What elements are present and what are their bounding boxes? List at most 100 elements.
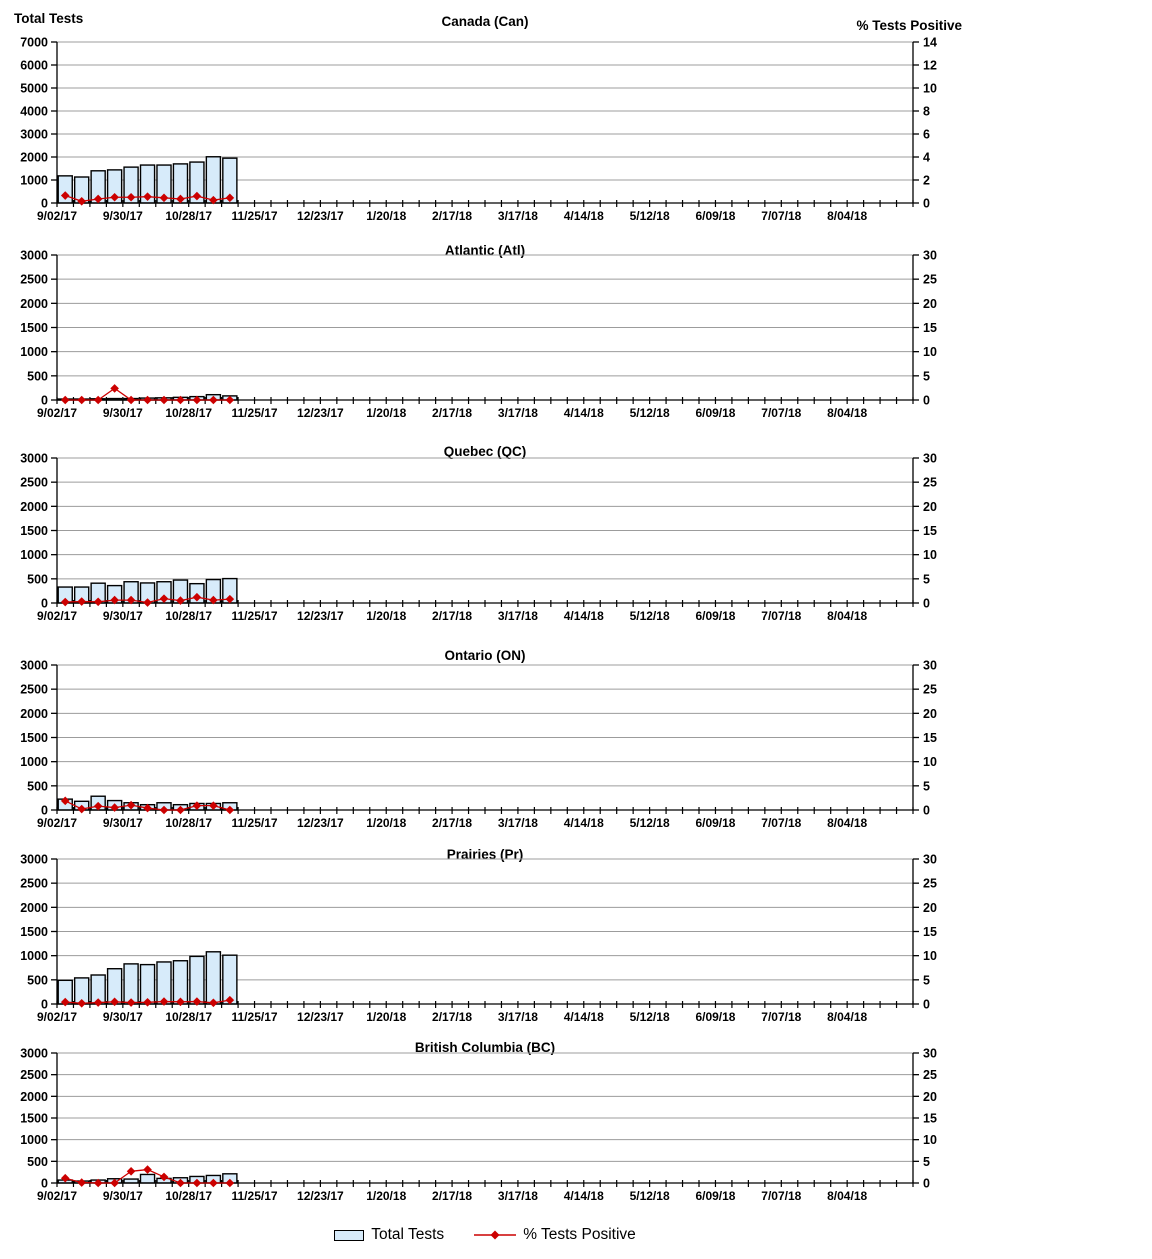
svg-text:5: 5 — [923, 369, 930, 383]
svg-text:3/17/18: 3/17/18 — [498, 1010, 538, 1024]
svg-text:25: 25 — [923, 877, 937, 891]
pct-positive-line — [60, 191, 235, 206]
svg-text:1000: 1000 — [20, 548, 48, 562]
svg-text:2500: 2500 — [20, 273, 48, 287]
svg-text:4/14/18: 4/14/18 — [564, 609, 604, 623]
svg-text:12/23/17: 12/23/17 — [297, 209, 344, 223]
svg-text:2000: 2000 — [20, 500, 48, 514]
svg-text:1500: 1500 — [20, 524, 48, 538]
svg-text:500: 500 — [27, 572, 48, 586]
chart-title-british-columbia: British Columbia (BC) — [414, 1040, 556, 1055]
left-axis-header: Total Tests — [14, 11, 84, 26]
svg-text:5/12/18: 5/12/18 — [630, 1010, 670, 1024]
svg-text:20: 20 — [923, 297, 937, 311]
svg-text:2/17/18: 2/17/18 — [432, 1010, 472, 1024]
svg-text:30: 30 — [923, 249, 937, 263]
svg-text:25: 25 — [923, 273, 937, 287]
svg-text:6000: 6000 — [20, 59, 48, 73]
svg-text:12: 12 — [923, 59, 937, 73]
gridlines — [57, 254, 913, 377]
svg-text:7/07/18: 7/07/18 — [761, 406, 801, 420]
svg-text:30: 30 — [923, 853, 937, 867]
svg-text:1/20/18: 1/20/18 — [366, 406, 406, 420]
svg-text:2500: 2500 — [20, 683, 48, 697]
axes: 0 500 1000 1500 2000 2500 3000 0 5 10 15 20 25 30 9/02… — [20, 1047, 937, 1203]
svg-text:500: 500 — [27, 369, 48, 383]
svg-text:9/02/17: 9/02/17 — [37, 406, 77, 420]
legend-item-total-tests: Total Tests — [334, 1226, 444, 1244]
svg-text:2000: 2000 — [20, 151, 48, 165]
svg-text:10/28/17: 10/28/17 — [165, 816, 212, 830]
svg-text:3/17/18: 3/17/18 — [498, 406, 538, 420]
svg-text:9/30/17: 9/30/17 — [103, 406, 143, 420]
svg-text:0: 0 — [41, 1177, 48, 1191]
pct-positive-line — [60, 592, 235, 607]
axes: 0 500 1000 1500 2000 2500 3000 0 5 10 15 20 25 30 9/02… — [20, 452, 937, 623]
legend-label-total-tests: Total Tests — [371, 1226, 445, 1243]
svg-text:1500: 1500 — [20, 1112, 48, 1126]
svg-text:11/25/17: 11/25/17 — [232, 209, 278, 223]
svg-text:2/17/18: 2/17/18 — [432, 406, 472, 420]
svg-text:1/20/18: 1/20/18 — [366, 816, 406, 830]
svg-text:8/04/18: 8/04/18 — [827, 816, 867, 830]
svg-text:9/02/17: 9/02/17 — [37, 209, 77, 223]
svg-text:1/20/18: 1/20/18 — [366, 209, 406, 223]
svg-text:15: 15 — [923, 1112, 937, 1126]
svg-text:12/23/17: 12/23/17 — [297, 1189, 344, 1203]
pct-positive-line — [60, 384, 235, 405]
svg-text:7000: 7000 — [20, 36, 48, 50]
svg-text:0: 0 — [923, 998, 930, 1012]
svg-text:4000: 4000 — [20, 105, 48, 119]
svg-text:15: 15 — [923, 925, 937, 939]
svg-text:12/23/17: 12/23/17 — [297, 1010, 344, 1024]
svg-text:4/14/18: 4/14/18 — [564, 1010, 604, 1024]
svg-text:2/17/18: 2/17/18 — [432, 1189, 472, 1203]
svg-text:14: 14 — [923, 36, 937, 50]
svg-text:8/04/18: 8/04/18 — [827, 609, 867, 623]
svg-text:15: 15 — [923, 524, 937, 538]
svg-text:5: 5 — [923, 572, 930, 586]
total-tests-bars — [57, 951, 238, 1005]
bar-swatch-icon — [334, 1229, 365, 1241]
chart-title-ontario: Ontario (ON) — [444, 648, 526, 663]
svg-text:9/02/17: 9/02/17 — [37, 609, 77, 623]
svg-text:8: 8 — [923, 105, 930, 119]
svg-text:10: 10 — [923, 949, 937, 963]
svg-text:9/30/17: 9/30/17 — [103, 1010, 143, 1024]
svg-text:3000: 3000 — [20, 452, 48, 466]
svg-text:10: 10 — [923, 82, 937, 96]
svg-text:4/14/18: 4/14/18 — [564, 209, 604, 223]
svg-text:11/25/17: 11/25/17 — [232, 1189, 278, 1203]
svg-text:12/23/17: 12/23/17 — [297, 816, 344, 830]
svg-text:5/12/18: 5/12/18 — [630, 816, 670, 830]
svg-text:9/30/17: 9/30/17 — [103, 816, 143, 830]
svg-text:4/14/18: 4/14/18 — [564, 1189, 604, 1203]
svg-text:6/09/18: 6/09/18 — [695, 816, 735, 830]
svg-text:5/12/18: 5/12/18 — [630, 609, 670, 623]
svg-text:1500: 1500 — [20, 925, 48, 939]
svg-text:3/17/18: 3/17/18 — [498, 816, 538, 830]
svg-text:10/28/17: 10/28/17 — [165, 1189, 212, 1203]
svg-text:2/17/18: 2/17/18 — [432, 209, 472, 223]
pct-positive-line — [60, 995, 235, 1008]
svg-text:30: 30 — [923, 1047, 937, 1061]
svg-text:11/25/17: 11/25/17 — [232, 816, 278, 830]
axes: 0 1000 2000 3000 4000 5000 6000 7000 0 2 4 6 8 10 12 14… — [20, 36, 937, 223]
gridlines — [57, 1052, 913, 1162]
svg-text:9/02/17: 9/02/17 — [37, 816, 77, 830]
svg-text:1/20/18: 1/20/18 — [366, 1010, 406, 1024]
total-tests-bars — [57, 156, 238, 204]
svg-text:1500: 1500 — [20, 321, 48, 335]
svg-text:10: 10 — [923, 1133, 937, 1147]
legend-label-pct-positive: % Tests Positive — [523, 1226, 636, 1243]
svg-text:25: 25 — [923, 683, 937, 697]
line-diamond-icon — [474, 1230, 517, 1240]
svg-text:20: 20 — [923, 707, 937, 721]
svg-text:3000: 3000 — [20, 1047, 48, 1061]
svg-text:500: 500 — [27, 1155, 48, 1169]
svg-text:6/09/18: 6/09/18 — [695, 1010, 735, 1024]
svg-text:20: 20 — [923, 901, 937, 915]
chart-title-canada: Canada (Can) — [441, 14, 529, 29]
svg-text:0: 0 — [923, 394, 930, 408]
